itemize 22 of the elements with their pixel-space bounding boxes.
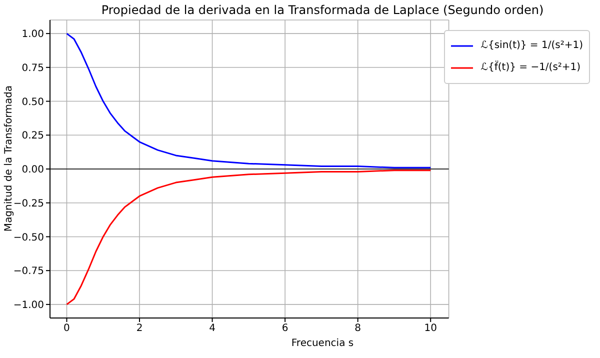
x-tick-label: 8 xyxy=(354,323,362,334)
y-tick-label: −0.75 xyxy=(13,266,44,278)
y-axis-title: Magnitud de la Transformada xyxy=(4,85,14,232)
x-tick-label: 10 xyxy=(424,323,437,334)
y-tick-label: 1.00 xyxy=(22,29,44,40)
x-tick-label: 6 xyxy=(282,323,288,334)
chart-title: Propiedad de la derivada en la Transformada de Laplace (Segundo orden) xyxy=(100,3,545,17)
legend-label: ℒ{f̈(t)} = −1/(s²+1) xyxy=(480,60,581,75)
y-tick-label: 0.00 xyxy=(22,164,44,176)
x-axis-title: Frecuencia s xyxy=(290,338,355,349)
y-tick-label: −0.25 xyxy=(13,198,44,210)
y-tick-label: 0.25 xyxy=(22,130,44,142)
y-tick-label: 0.75 xyxy=(22,62,44,74)
line-series xyxy=(66,32,432,168)
x-tick-label: 4 xyxy=(209,323,216,334)
y-tick-label: −0.50 xyxy=(13,232,44,244)
legend-label: ℒ{sin(t)} = 1/(s²+1) xyxy=(480,39,583,53)
x-tick-label: 0 xyxy=(64,323,70,334)
y-tick-label: 0.50 xyxy=(22,96,44,108)
y-tick-label: −1.00 xyxy=(13,300,44,312)
line-series xyxy=(66,170,432,306)
x-tick-label: 2 xyxy=(136,323,143,334)
